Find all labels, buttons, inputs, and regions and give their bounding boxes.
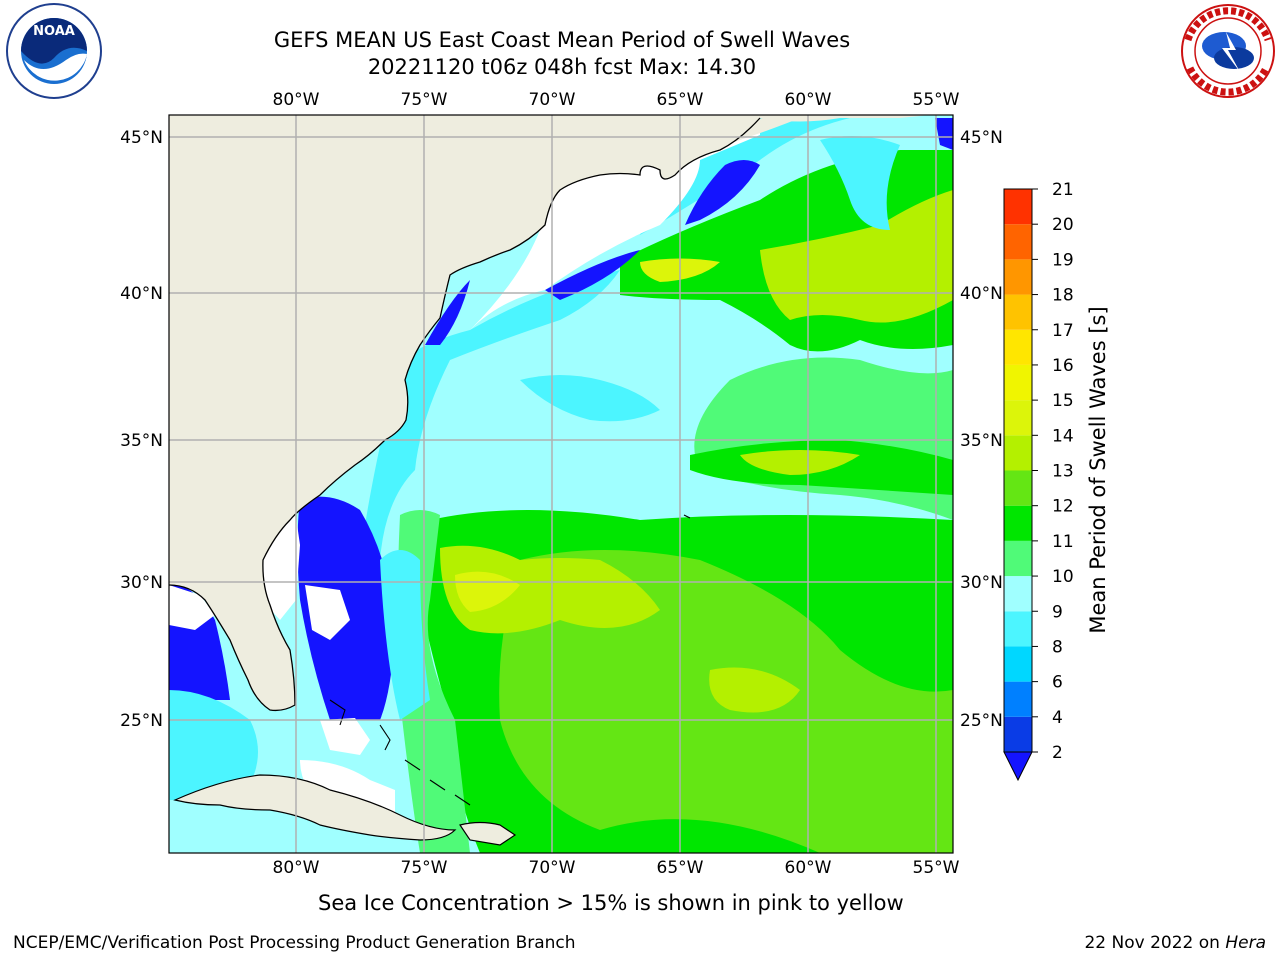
lat-label-left: 45°N — [120, 128, 163, 148]
coastline — [169, 117, 761, 712]
colorbar-band — [1004, 716, 1032, 752]
lon-label-bottom: 60°W — [785, 858, 832, 878]
nws-logo — [1181, 4, 1275, 98]
lat-label-right: 45°N — [960, 128, 1003, 148]
masked-zone-new-england-shelf — [470, 118, 760, 330]
lat-label-left: 35°N — [120, 431, 163, 451]
colorbar-band — [1004, 540, 1032, 577]
masked-zone-keys — [320, 718, 370, 755]
hispaniola-landmass — [460, 822, 515, 845]
cuba-landmass — [175, 775, 455, 840]
lat-label-left: 40°N — [120, 284, 163, 304]
swell-zone-13s-south — [440, 545, 660, 634]
colorbar-tick-label: 8 — [1052, 637, 1063, 657]
host-name: Hera — [1225, 933, 1266, 953]
bahamas-islands — [329, 514, 691, 806]
map-frame — [169, 115, 953, 853]
map-gridlines — [169, 115, 953, 853]
chart-title: GEFS MEAN US East Coast Mean Period of S… — [273, 28, 851, 52]
lon-label-top: 55°W — [913, 90, 960, 110]
colorbar-tick-label: 14 — [1052, 426, 1074, 446]
swell-zone-2s-nj-coast — [425, 280, 470, 345]
colorbar-tick-label: 15 — [1052, 391, 1074, 411]
lon-label-bottom: 70°W — [529, 858, 576, 878]
swell-zone-12s-east — [740, 450, 860, 475]
colorbar-band — [1004, 189, 1032, 225]
colorbar-band — [1004, 646, 1032, 682]
colorbar-band — [1004, 435, 1032, 471]
colorbar-tick-label: 17 — [1052, 321, 1074, 341]
colorbar-tick-label: 16 — [1052, 356, 1074, 376]
swell-zone-2s-gulf-of-maine — [685, 160, 760, 225]
colorbar-tick-label: 12 — [1052, 497, 1074, 517]
colorbar-tick-label: 6 — [1052, 673, 1063, 693]
credit-text: NCEP/EMC/Verification Post Processing Pr… — [13, 933, 576, 953]
swell-zone-6s-stripe — [520, 375, 660, 422]
colorbar-tick-label: 2 — [1052, 743, 1063, 763]
lat-label-left: 25°N — [120, 711, 163, 731]
lon-label-bottom: 80°W — [273, 858, 320, 878]
swell-zone-12s — [709, 667, 800, 713]
colorbar-tick-label: 20 — [1052, 215, 1074, 235]
lon-label-top: 70°W — [529, 90, 576, 110]
colorbar-band — [1004, 611, 1032, 647]
colorbar-label: Mean Period of Swell Waves [s] — [1086, 306, 1110, 633]
colorbar-tick-label: 18 — [1052, 286, 1074, 306]
colorbar-tick-label: 9 — [1052, 602, 1063, 622]
colorbar-tick-label: 19 — [1052, 250, 1074, 270]
colorbar-band — [1004, 329, 1032, 365]
colorbar-band — [1004, 259, 1032, 295]
lon-label-top: 60°W — [785, 90, 832, 110]
north-america-landmass — [169, 115, 930, 711]
masked-zone-bahamas — [305, 585, 350, 640]
colorbar-tick-label: 21 — [1052, 180, 1074, 200]
noaa-logo: NOAA — [6, 3, 102, 99]
masked-zone-gulf — [169, 585, 215, 630]
lat-label-right: 35°N — [960, 431, 1003, 451]
colorbar-band — [1004, 470, 1032, 506]
chart-subtitle: 20221120 t06z 048h fcst Max: 14.30 — [367, 55, 757, 79]
map-axis-labels: 80°W 80°W 75°W 75°W 70°W 70°W 65°W 65°W 60°W 60°W… — [120, 90, 1003, 878]
lat-label-right: 30°N — [960, 573, 1003, 593]
lon-label-bottom: 65°W — [657, 858, 704, 878]
map-border — [168, 114, 954, 854]
lat-label-right: 40°N — [960, 284, 1003, 304]
colorbar-tick-label: 4 — [1052, 708, 1063, 728]
swell-zone-6s-coast — [360, 270, 620, 560]
lat-label-left: 30°N — [120, 573, 163, 593]
colorbar-band — [1004, 294, 1032, 330]
swell-zone-6s-gulf — [169, 690, 258, 800]
sea-ice-note: Sea Ice Concentration > 15% is shown in … — [318, 891, 904, 915]
colorbar-band — [1004, 681, 1032, 717]
swell-zone-6s-bahamas — [380, 550, 430, 720]
colorbar-band — [1004, 505, 1032, 541]
lon-label-bottom: 75°W — [401, 858, 448, 878]
date-text: 22 Nov 2022 on Hera — [1084, 933, 1266, 953]
lon-label-top: 80°W — [273, 90, 320, 110]
lon-label-top: 75°W — [401, 90, 448, 110]
svg-text:NOAA: NOAA — [33, 24, 75, 39]
lat-label-right: 25°N — [960, 711, 1003, 731]
colorbar-band — [1004, 364, 1032, 401]
swell-zone-2s-northeast — [545, 250, 640, 300]
land-masses — [169, 115, 930, 845]
swell-zone-8s-north — [820, 136, 900, 230]
nova-scotia-landmass — [705, 118, 800, 146]
colorbar: 2 4 6 8 9 10 11 12 13 14 15 16 17 18 19 20 21 — [1003, 180, 1074, 782]
colorbar-band — [1004, 400, 1032, 436]
lon-label-top: 65°W — [657, 90, 704, 110]
colorbar-under-arrow — [1003, 751, 1033, 782]
date-label: 22 Nov 2022 on — [1084, 933, 1220, 953]
colorbar-tick-label: 13 — [1052, 462, 1074, 482]
colorbar-tick-label: 11 — [1052, 532, 1074, 552]
colorbar-band — [1004, 224, 1032, 260]
masked-zone-georgia-shelf — [262, 510, 300, 620]
colorbar-band — [1004, 576, 1032, 612]
hispaniola-coastline — [459, 821, 517, 846]
lon-label-bottom: 55°W — [913, 858, 960, 878]
swell-zone-2s-east-edge — [935, 118, 953, 150]
colorbar-tick-label: 10 — [1052, 567, 1074, 587]
swell-zone-2s-florida-shelf — [297, 496, 395, 720]
